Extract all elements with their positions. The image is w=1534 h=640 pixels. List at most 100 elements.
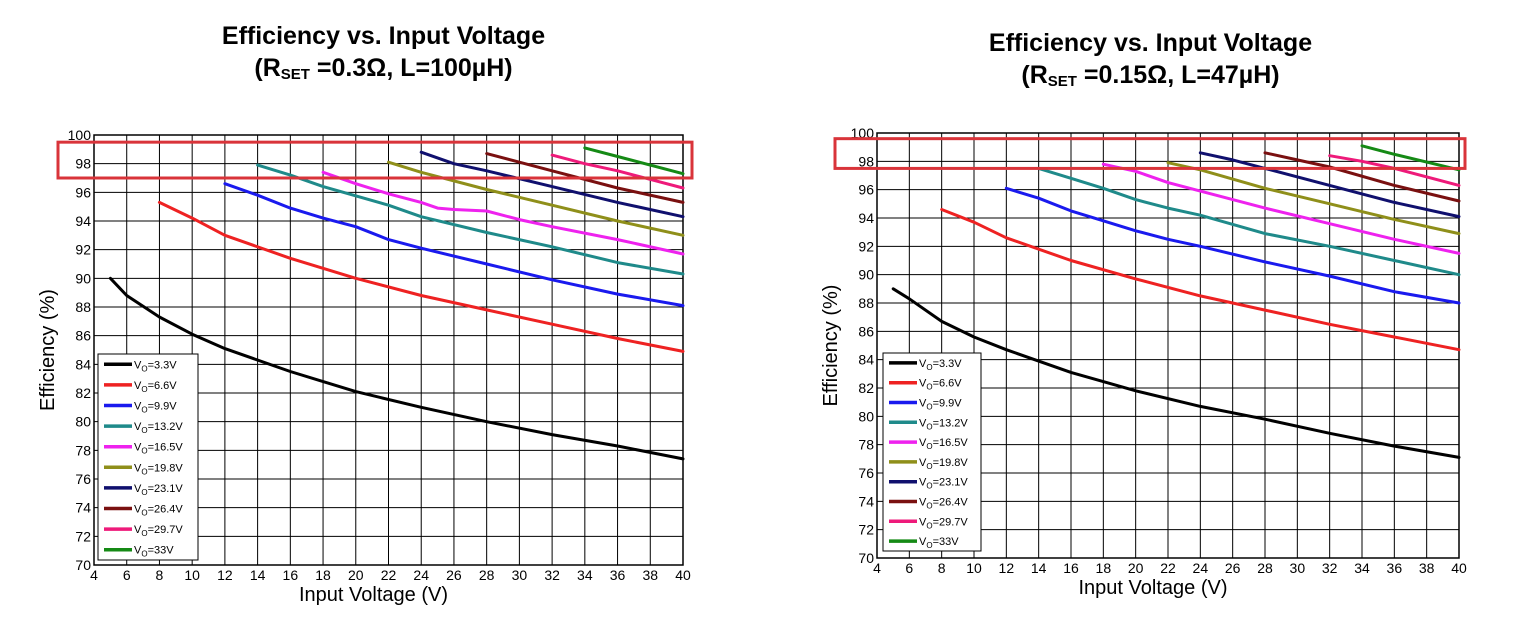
y-tick-label: 92 [858,238,874,254]
y-tick-label: 100 [851,125,875,141]
chart-plot-left: 4 6 8 10 12 14 16 18 20 22 24 26 28 30 32 34 36 38 40 70 72 7… [37,127,694,606]
legend-label-value: =26.4V [148,504,184,516]
legend-label-main: V [919,398,927,410]
title-subscript: SET [280,66,310,83]
title-suffix: =0.3Ω, L=100µH) [309,54,513,82]
x-tick-label: 20 [348,567,364,583]
legend-label: VO=16.5V [134,442,183,456]
legend-label: VO=26.4V [134,504,183,518]
legend-label-value: =13.2V [148,421,184,433]
y-tick-label: 82 [858,380,874,396]
legend-label-value: =26.4V [933,497,969,509]
legend-label-sub: O [141,529,147,538]
legend-label-sub: O [141,509,147,518]
legend-label: VO=3.3V [919,358,962,372]
series-line-132v [1037,166,1461,277]
y-tick-label: 86 [858,323,874,339]
legend-label: VO=16.5V [919,437,968,451]
legend-label-value: =33V [933,536,960,548]
y-tick-label: 72 [858,522,874,538]
title-suffix: =0.15Ω, L=47µH) [1076,61,1280,89]
legend-label-value: =6.6V [148,380,178,392]
legend-label-sub: O [926,502,932,511]
x-tick-label: 22 [1160,560,1176,576]
chart-title-line1: Efficiency vs. Input Voltage [988,29,1313,57]
y-tick-label: 76 [858,465,874,481]
x-tick-label: 26 [446,567,462,583]
x-tick-label: 14 [1031,560,1047,576]
y-tick-label: 84 [75,356,91,372]
legend-label-value: =19.8V [933,457,969,469]
y-tick-label: 74 [858,493,874,509]
series-line-33v [108,276,685,461]
chart-title-line2: (RSET =0.15Ω, L=47µH) [767,59,1534,98]
y-tick-label: 78 [75,442,91,458]
legend-label: VO=3.3V [134,359,177,373]
plot-frame [876,132,1460,559]
y-tick-label: 98 [858,153,874,169]
legend-label-sub: O [926,521,932,530]
x-tick-label: 24 [413,567,429,583]
chart-panel-left: Efficiency vs. Input Voltage (RSET =0.3Ω… [37,22,694,606]
x-tick-label: 34 [577,567,593,583]
series-line-99v [223,182,685,308]
x-tick-label: 38 [1419,560,1435,576]
legend-label-sub: O [141,426,147,435]
legend-label: VO=9.9V [919,398,962,412]
legend-label-sub: O [926,422,932,431]
legend-label-value: =9.9V [148,401,178,413]
legend-label-value: =3.3V [148,359,178,371]
y-tick-label: 72 [75,528,91,544]
series-line-165v [1101,162,1461,255]
legend-label-main: V [134,380,142,392]
legend-label-value: =3.3V [933,358,963,370]
legend: VO=3.3VVO=6.6VVO=9.9VVO=13.2VVO=16.5VVO=… [97,353,199,561]
y-tick-label: 70 [858,550,874,566]
legend-label-sub: O [926,482,932,491]
legend-label: VO=23.1V [134,483,183,497]
legend-label-value: =9.9V [933,398,963,410]
chart-title: Efficiency vs. Input Voltage (RSET =0.15… [767,27,1534,98]
x-tick-label: 40 [675,567,691,583]
y-tick-label: 94 [858,210,874,226]
legend-label-main: V [134,462,142,474]
legend-label-value: =16.5V [933,437,969,449]
title-prefix: (R [1021,61,1048,89]
series-line-33v [891,287,1461,459]
x-tick-label: 28 [1257,560,1273,576]
x-tick-label: 20 [1128,560,1144,576]
legend-label-main: V [134,483,142,495]
y-tick-label: 80 [858,408,874,424]
legend-label-sub: O [926,403,932,412]
y-tick-label: 86 [75,328,91,344]
x-tick-label: 6 [123,567,131,583]
chart-title-line1: Efficiency vs. Input Voltage [221,22,546,50]
legend-label-main: V [134,401,142,413]
legend-label-sub: O [141,406,147,415]
legend-label-value: =33V [148,545,175,557]
legend-label-value: =6.6V [933,378,963,390]
y-axis-label: Efficiency (%) [820,285,842,407]
y-tick-label: 100 [68,127,92,143]
legend: VO=3.3VVO=6.6VVO=9.9VVO=13.2VVO=16.5VVO=… [882,352,982,552]
y-tick-label: 76 [75,471,91,487]
legend-label: VO=33V [919,536,959,550]
highlight-box [56,140,694,180]
chart-panel-right: Efficiency vs. Input Voltage (RSET =0.15… [767,0,1534,640]
legend-label-main: V [134,504,142,516]
legend-label: VO=9.9V [134,401,177,415]
legend-frame [97,353,199,561]
y-tick-label: 90 [858,267,874,283]
x-tick-label: 10 [184,567,200,583]
series-line-132v [256,163,685,276]
series-line-33v [1360,144,1461,172]
legend-label-value: =29.7V [148,524,184,536]
legend-label-main: V [134,545,142,557]
legend-label-main: V [134,524,142,536]
x-tick-label: 24 [1193,560,1209,576]
y-tick-label: 78 [858,437,874,453]
legend-label-sub: O [141,364,147,373]
legend-label: VO=26.4V [919,497,968,511]
x-tick-label: 18 [315,567,331,583]
series-line-264v [485,152,685,204]
